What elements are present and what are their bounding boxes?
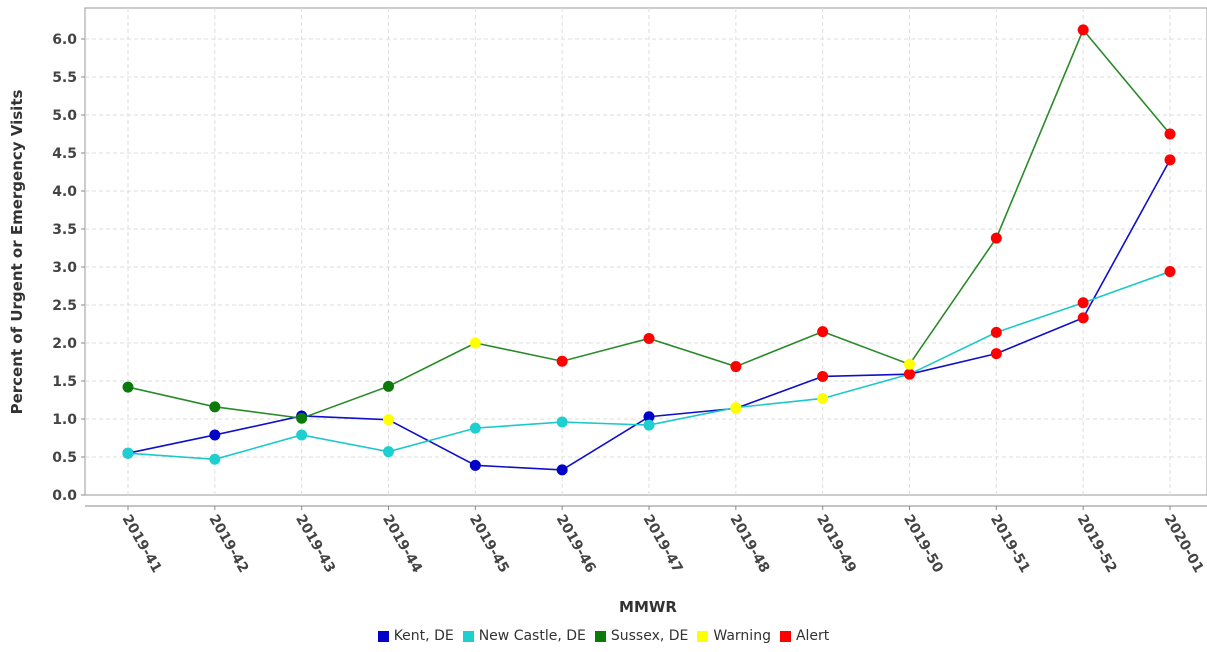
y-tick-label: 1.5: [52, 374, 77, 390]
legend: Kent, DE New Castle, DE Sussex, DE Warni…: [0, 628, 1207, 644]
y-tick-label: 2.5: [52, 298, 77, 314]
x-tick-label: 2019-47: [640, 512, 686, 576]
legend-item-warning: Warning: [697, 628, 771, 644]
data-point: [469, 337, 481, 349]
legend-label-alert: Alert: [795, 628, 830, 644]
data-point: [383, 446, 394, 458]
x-tick-label: 2019-45: [466, 512, 512, 576]
data-point: [730, 361, 742, 373]
y-tick-label: 4.0: [52, 184, 77, 200]
x-axis-title: MMWR: [619, 598, 677, 616]
data-point: [383, 414, 394, 426]
data-point: [1077, 297, 1089, 309]
x-tick-label: 2019-42: [205, 512, 251, 576]
data-point: [817, 326, 829, 338]
y-tick-label: 6.0: [52, 32, 77, 48]
x-tick-label: 2019-41: [119, 512, 165, 576]
data-point: [209, 453, 221, 465]
data-point: [990, 232, 1002, 244]
x-tick-label: 2019-44: [379, 512, 425, 576]
legend-item-alert: Alert: [779, 628, 830, 644]
y-tick-label: 0.5: [52, 450, 77, 466]
y-tick-label: 5.0: [52, 108, 77, 124]
x-tick-label: 2019-46: [553, 512, 599, 576]
x-tick-label: 2019-48: [726, 512, 772, 576]
legend-item-new-castle: New Castle, DE: [462, 628, 586, 644]
y-axis-title: Percent of Urgent or Emergency Visits: [8, 90, 26, 415]
x-tick-label: 2019-51: [987, 512, 1033, 576]
legend-item-kent: Kent, DE: [377, 628, 454, 644]
legend-label-new-castle: New Castle, DE: [478, 628, 586, 644]
y-tick-label: 4.5: [52, 146, 77, 162]
data-point: [643, 332, 655, 344]
chart-svg: 0.0 0.5 1.0 1.5 2.0 2.5 3.0 3.5 4.0 4.5 5.0 5.5 6.0 2…: [8, 7, 1207, 616]
data-point: [904, 368, 915, 380]
y-tick-label: 5.5: [52, 70, 77, 86]
data-point: [730, 402, 742, 414]
x-tick-label: 2020-01: [1161, 512, 1207, 576]
data-point: [383, 380, 394, 392]
x-tick-label: 2019-52: [1074, 512, 1120, 576]
data-point: [1164, 266, 1176, 278]
data-point: [209, 429, 221, 441]
legend-label-kent: Kent, DE: [393, 628, 454, 644]
legend-label-sussex: Sussex, DE: [610, 628, 689, 644]
data-point: [990, 326, 1002, 338]
legend-swatch-alert: [779, 630, 791, 642]
legend-item-sussex: Sussex, DE: [594, 628, 689, 644]
data-point: [122, 381, 134, 393]
data-point: [1164, 154, 1176, 166]
x-tick-label: 2019-50: [900, 512, 946, 576]
data-point: [469, 459, 481, 471]
y-tick-label: 3.5: [52, 222, 77, 238]
legend-swatch-warning: [697, 630, 709, 642]
data-point: [904, 358, 915, 370]
data-point: [556, 416, 568, 428]
x-tick-label: 2019-49: [813, 512, 859, 576]
data-point: [1077, 312, 1089, 324]
data-point: [1164, 128, 1176, 140]
y-tick-label: 1.0: [52, 412, 77, 428]
data-points: [122, 24, 1176, 476]
y-tick-label: 2.0: [52, 336, 77, 352]
data-point: [469, 422, 481, 434]
data-point: [643, 411, 655, 423]
y-tick-label: 0.0: [52, 488, 77, 504]
y-tick-label: 3.0: [52, 260, 77, 276]
data-point: [209, 401, 221, 413]
data-point: [817, 392, 829, 404]
legend-swatch-sussex: [594, 630, 606, 642]
data-point: [556, 355, 568, 367]
data-point: [556, 464, 568, 476]
legend-swatch-kent: [377, 630, 389, 642]
data-point: [296, 412, 308, 424]
legend-swatch-new-castle: [462, 630, 474, 642]
data-point: [296, 429, 308, 441]
legend-label-warning: Warning: [713, 628, 771, 644]
data-point: [122, 447, 134, 459]
x-tick-label: 2019-43: [292, 512, 338, 576]
data-point: [643, 419, 655, 431]
data-point: [1077, 24, 1089, 36]
data-point: [817, 370, 829, 382]
data-point: [990, 348, 1002, 360]
